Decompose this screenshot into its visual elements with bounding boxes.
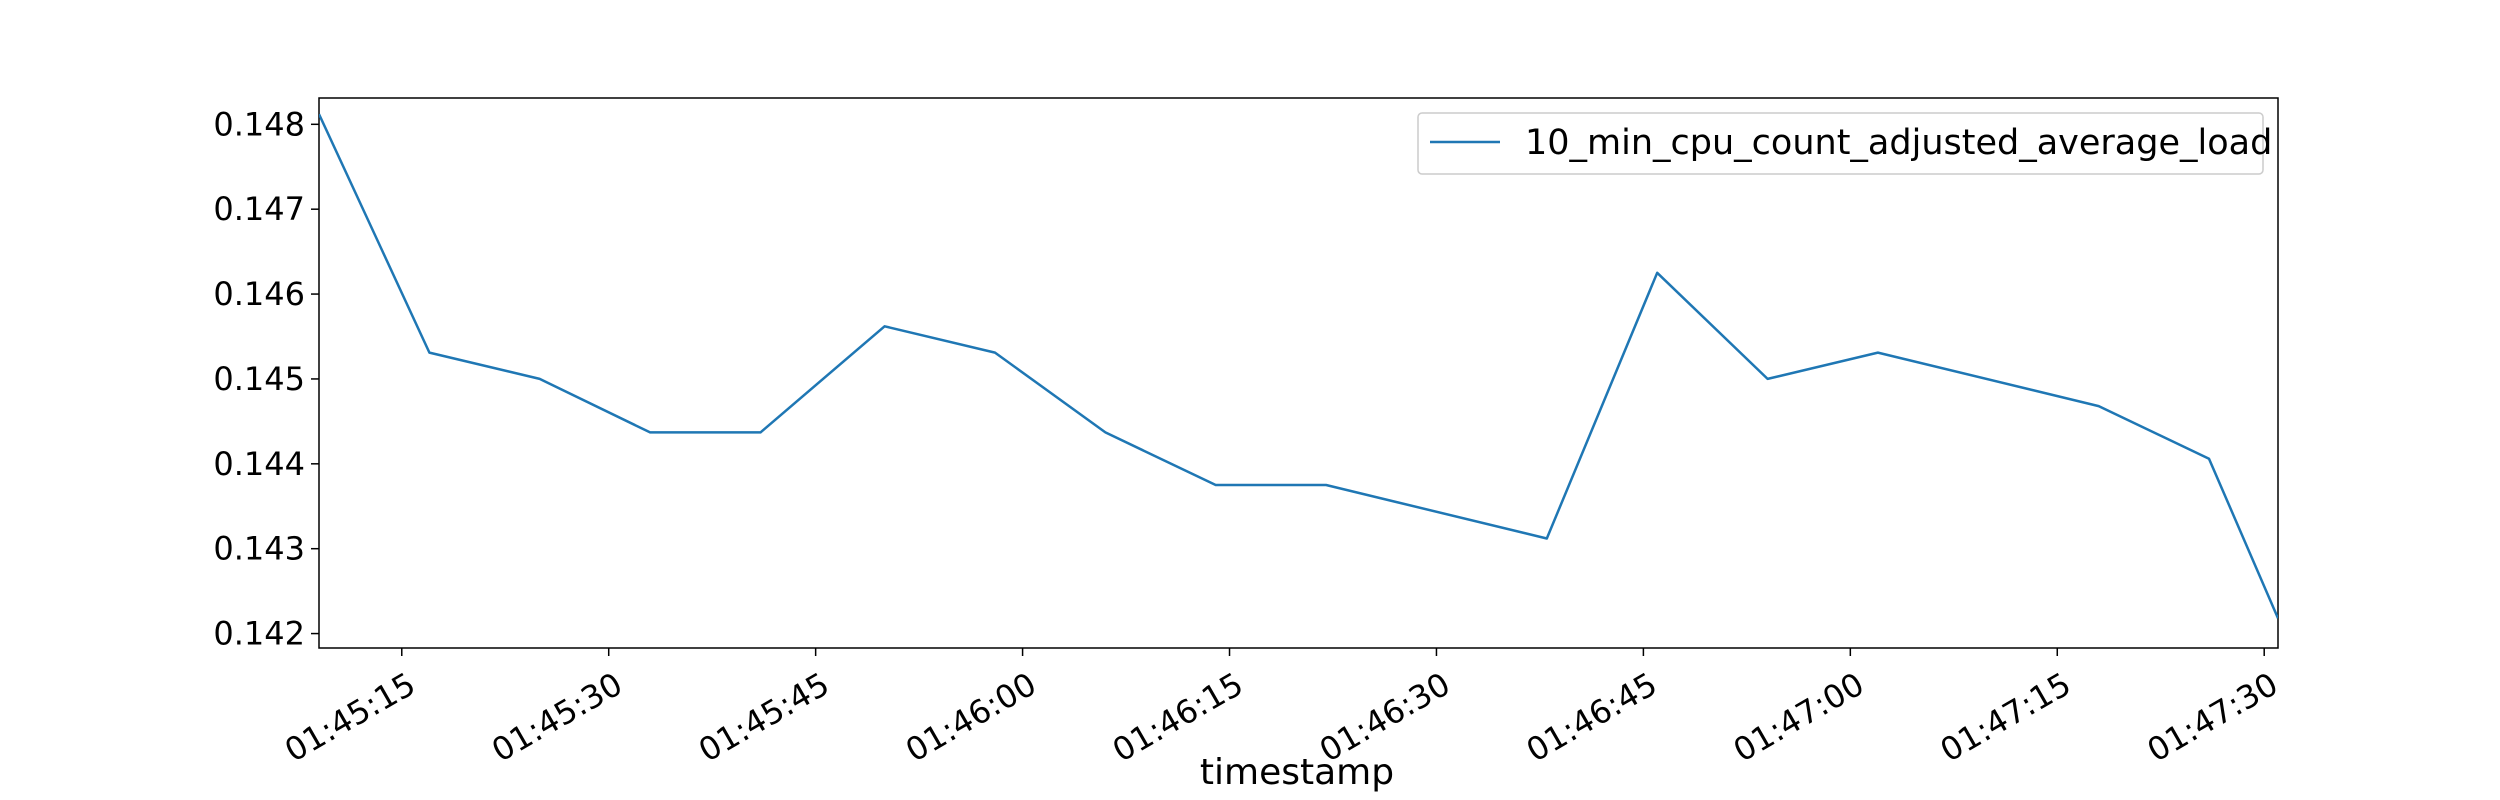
y-tick-label: 0.145: [213, 360, 305, 398]
y-tick-label: 0.144: [213, 445, 305, 483]
x-axis-title: timestamp: [1200, 752, 1394, 793]
legend-label: 10_min_cpu_count_adjusted_average_load: [1525, 123, 2272, 163]
legend-box: [1417, 112, 2264, 175]
y-tick-label: 0.143: [213, 530, 305, 568]
y-axis: 0.142 0.143 0.144 0.145 0.146 0.147 0.148: [213, 105, 319, 653]
plot-frame: [318, 97, 2279, 649]
y-tick-label: 0.148: [213, 105, 305, 143]
legend: 10_min_cpu_count_adjusted_average_load: [1417, 112, 2272, 175]
series-line: [319, 113, 2278, 619]
y-tick-label: 0.142: [213, 615, 305, 653]
y-tick-label: 0.146: [213, 275, 305, 313]
series-layer: [319, 113, 2278, 619]
y-tick-label: 0.147: [213, 190, 305, 228]
